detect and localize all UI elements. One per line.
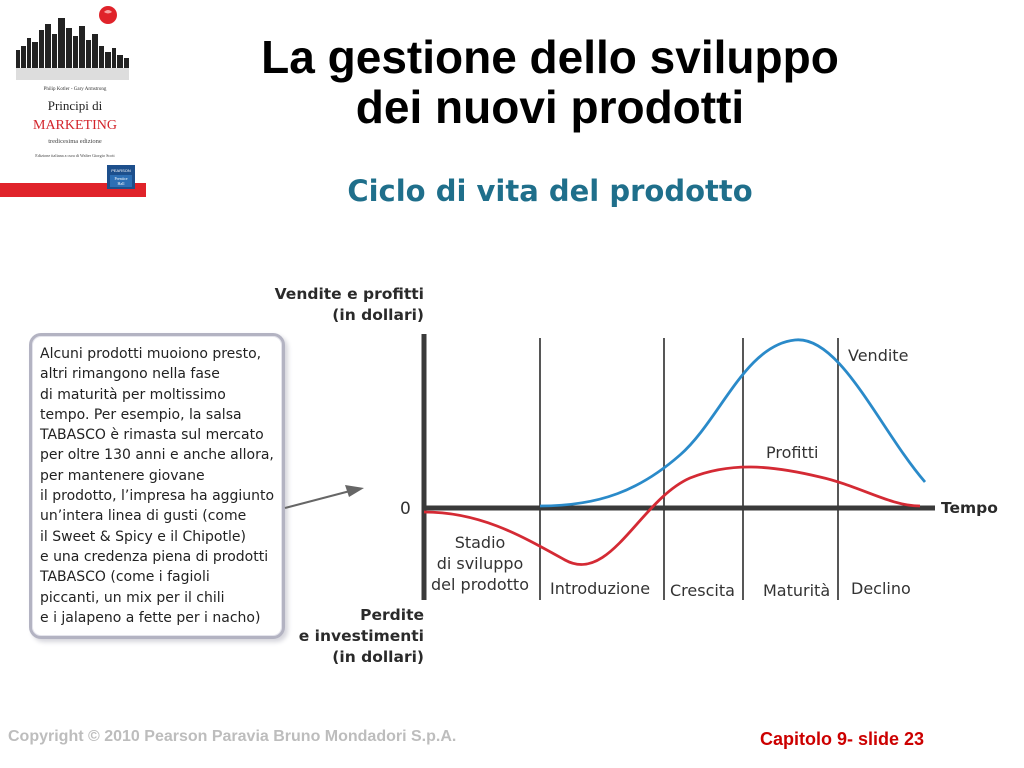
stage-development-line1: Stadio [454, 533, 506, 552]
callout-line: piccanti, un mix per il chili [40, 589, 225, 606]
book-title-line1: Principi di [48, 98, 103, 113]
book-edition: tredicesima edizione [48, 138, 102, 145]
copyright-text: Copyright © 2010 Pearson Paravia Bruno M… [8, 728, 457, 745]
book-authors: Philip Kotler - Gary Armstrong [44, 87, 107, 92]
x-axis-label: Tempo [941, 499, 998, 517]
callout-line: il Sweet & Spicy e il Chipotle) [40, 528, 246, 545]
publisher-line2: Prentice [114, 176, 127, 181]
arrow-head-icon [345, 485, 364, 497]
slide-subtitle: Ciclo di vita del prodotto [347, 174, 753, 208]
callout-line: per mantenere giovane [40, 467, 205, 484]
book-title-line2: MARKETING [33, 118, 117, 133]
stage-development-line2: di sviluppo [436, 554, 524, 573]
stage-maturity: Maturità [763, 581, 831, 600]
sales-curve [539, 338, 927, 508]
slide-title-line2: dei nuovi prodotti [355, 81, 745, 133]
profit-label: Profitti [766, 443, 819, 462]
callout-line: il prodotto, l’impresa ha aggiunto [40, 488, 275, 505]
y-axis-label-top-line2: (in dollari) [332, 306, 424, 324]
publisher-name: PEARSON [111, 168, 131, 173]
book-logo-icon [99, 6, 117, 24]
callout-line: TABASCO è rimasta sul mercato [40, 427, 264, 444]
callout-line: e una credenza piena di prodotti [40, 548, 269, 565]
stage-development-line3: del prodotto [431, 575, 529, 594]
callout-text: Alcuni prodotti muoiono presto, altri rim… [40, 344, 282, 628]
slide-title: La gestione dello sviluppo dei nuovi pro… [190, 32, 910, 132]
callout-arrow-line [284, 490, 351, 509]
lifecycle-diagram: Vendite e profitti (in dollari) Perdite … [0, 270, 1024, 690]
callout-line: altri rimangono nella fase [40, 366, 220, 383]
sales-label: Vendite [848, 346, 909, 365]
callout-line: per oltre 130 anni e anche allora, [40, 447, 274, 464]
slide-title-line1: La gestione dello sviluppo [261, 31, 839, 83]
callout-line: di maturità per moltissimo [40, 386, 226, 403]
stage-introduction: Introduzione [550, 579, 651, 598]
stage-development: Stadio di sviluppo del prodotto [420, 532, 540, 595]
callout-line: TABASCO (come i fagioli [40, 569, 210, 586]
y-axis-label-top: Vendite e profitti (in dollari) [246, 284, 424, 326]
y-axis-label-bottom: Perdite e investimenti (in dollari) [246, 605, 424, 668]
y-axis-label-top-line1: Vendite e profitti [274, 285, 424, 303]
book-editor-note: Edizione italiana a cura di Walter Giorg… [35, 153, 115, 158]
callout-box [29, 333, 285, 639]
callout-line: e i jalapeno a fette per i nacho) [40, 609, 261, 626]
callout-line: Alcuni prodotti muoiono presto, [40, 346, 262, 362]
stage-growth: Crescita [670, 581, 735, 600]
profit-curve [423, 465, 921, 566]
stage-decline: Declino [851, 579, 911, 598]
callout-line: un’intera linea di gusti (come [40, 508, 247, 525]
callout-line: tempo. Per esempio, la salsa [40, 406, 242, 423]
y-axis-label-bottom-line1: Perdite [360, 606, 424, 624]
y-axis-label-bottom-line3: (in dollari) [332, 648, 424, 666]
publisher-line3: Hall [118, 181, 126, 186]
zero-label: 0 [400, 499, 411, 519]
slide-number: Capitolo 9- slide 23 [760, 729, 925, 749]
book-cover-image: Philip Kotler - Gary Armstrong Principi … [0, 0, 150, 200]
skyline-icon [16, 18, 129, 68]
y-axis-label-bottom-line2: e investimenti [298, 627, 424, 645]
